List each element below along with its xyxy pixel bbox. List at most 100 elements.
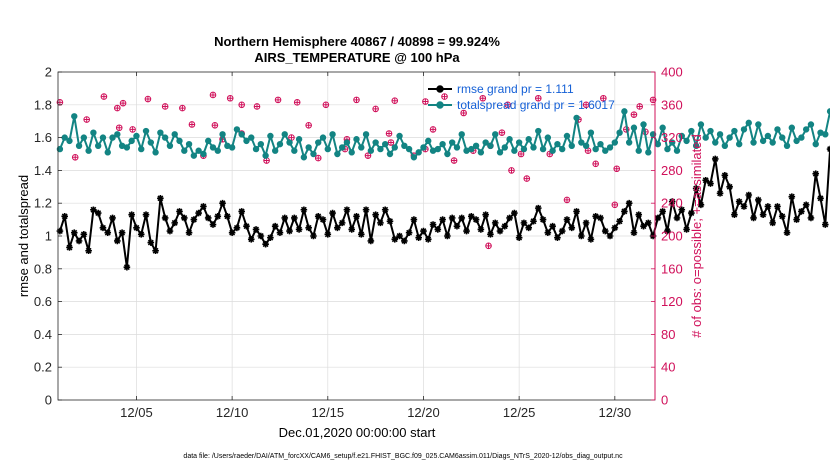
rmse-point <box>477 226 485 233</box>
rmse-star-marker <box>252 226 260 233</box>
totalspread-point <box>611 139 619 146</box>
rmse-star-marker <box>726 183 733 191</box>
y-tick-label: 1 <box>45 229 52 244</box>
totalspread-point <box>166 142 174 149</box>
obs-assimilated-marker <box>388 139 394 146</box>
rmse-point <box>85 247 92 255</box>
totalspread-point <box>740 126 748 133</box>
totalspread-point <box>410 154 418 161</box>
rmse-star-marker <box>534 204 542 212</box>
totalspread-point <box>649 131 657 138</box>
y2-tick-label: 320 <box>661 130 683 145</box>
totalspread-point <box>721 142 729 149</box>
obs-point <box>441 93 448 100</box>
rmse-star-marker <box>99 224 107 232</box>
rmse-point <box>94 209 102 217</box>
totalspread-point <box>377 145 384 153</box>
totalspread-point <box>697 121 705 128</box>
rmse-star-marker <box>817 194 824 202</box>
totalspread-point <box>262 152 269 159</box>
obs-possible-marker <box>523 175 531 182</box>
rmse-star-marker <box>549 222 556 230</box>
totalspread-point <box>80 134 88 141</box>
obs-assimilated-marker <box>130 126 136 132</box>
obs-possible-marker <box>226 94 234 102</box>
obs-point <box>83 116 91 123</box>
totalspread-point <box>348 149 355 156</box>
obs-assimilated-marker <box>145 96 151 102</box>
rmse-point <box>645 219 652 227</box>
rmse-point <box>338 219 346 227</box>
totalspread-point <box>338 144 346 151</box>
rmse-point <box>219 199 226 207</box>
rmse-point <box>429 221 437 228</box>
rmse-point <box>625 199 633 207</box>
rmse-point <box>439 216 446 223</box>
rmse-point <box>329 209 336 217</box>
totalspread-point <box>420 144 427 151</box>
totalspread-point <box>75 142 83 149</box>
rmse-point <box>204 214 212 222</box>
totalspread-point <box>692 142 700 149</box>
obs-assimilated-marker <box>386 130 392 137</box>
obs-point <box>211 122 219 129</box>
obs-possible-marker <box>613 165 621 173</box>
totalspread-point <box>358 144 365 151</box>
totalspread-point <box>630 124 638 131</box>
rmse-point <box>348 226 356 233</box>
rmse-point <box>750 214 757 222</box>
y-tick-label: 0.8 <box>34 261 52 276</box>
rmse-point <box>353 213 360 220</box>
rmse-star-marker <box>807 214 815 222</box>
rmse-point <box>539 216 547 223</box>
rmse-point <box>75 237 83 245</box>
totalspread-point <box>453 144 461 151</box>
rmse-point <box>597 214 604 222</box>
rmse-star-marker <box>625 199 633 207</box>
obs-point <box>429 126 437 133</box>
obs-possible-marker <box>179 104 186 112</box>
obs-assimilated-marker <box>353 97 360 103</box>
totalspread-point <box>683 137 690 145</box>
obs-assimilated-marker <box>505 102 511 108</box>
totalspread-point <box>205 137 212 145</box>
rmse-point <box>491 219 499 227</box>
obs-point <box>498 129 506 136</box>
obs-possible-marker <box>534 94 542 102</box>
totalspread-point <box>85 147 92 154</box>
totalspread-point <box>659 124 666 131</box>
rmse-star-marker <box>793 216 800 223</box>
rmse-star-marker <box>692 185 700 192</box>
rmse-star-marker <box>219 199 226 207</box>
totalspread-point <box>793 137 800 145</box>
rmse-star-marker <box>257 232 265 240</box>
legend: rmse grand pr = 1.111 totalspread grand … <box>428 82 615 112</box>
totalspread-point <box>783 142 791 149</box>
rmse-point <box>295 226 303 233</box>
rmse-star-marker <box>247 235 255 243</box>
totalspread-point <box>382 140 389 148</box>
totalspread-point <box>535 127 542 135</box>
rmse-star-marker <box>176 208 183 215</box>
rmse-point <box>109 214 116 222</box>
rmse-star-marker <box>161 214 169 222</box>
rmse-star-marker <box>578 232 585 240</box>
obs-possible-marker <box>429 126 437 133</box>
obs-possible-marker <box>498 129 506 136</box>
totalspread-point <box>640 121 647 128</box>
obs-possible-marker <box>636 103 643 110</box>
rmse-star-marker <box>128 211 135 218</box>
rmse-star-marker <box>587 235 595 243</box>
rmse-point <box>386 217 394 225</box>
rmse-star-marker <box>774 203 781 210</box>
x-tick-label: 12/15 <box>312 405 345 420</box>
rmse-point <box>90 206 97 214</box>
rmse-star-marker <box>329 209 336 217</box>
obs-assimilated-marker <box>179 105 185 111</box>
rmse-star-marker <box>228 229 236 237</box>
x-tick-label: 12/30 <box>599 405 632 420</box>
rmse-point <box>434 226 442 233</box>
totalspread-point <box>669 139 676 146</box>
rmse-point <box>228 229 236 237</box>
obs-point <box>274 96 282 104</box>
